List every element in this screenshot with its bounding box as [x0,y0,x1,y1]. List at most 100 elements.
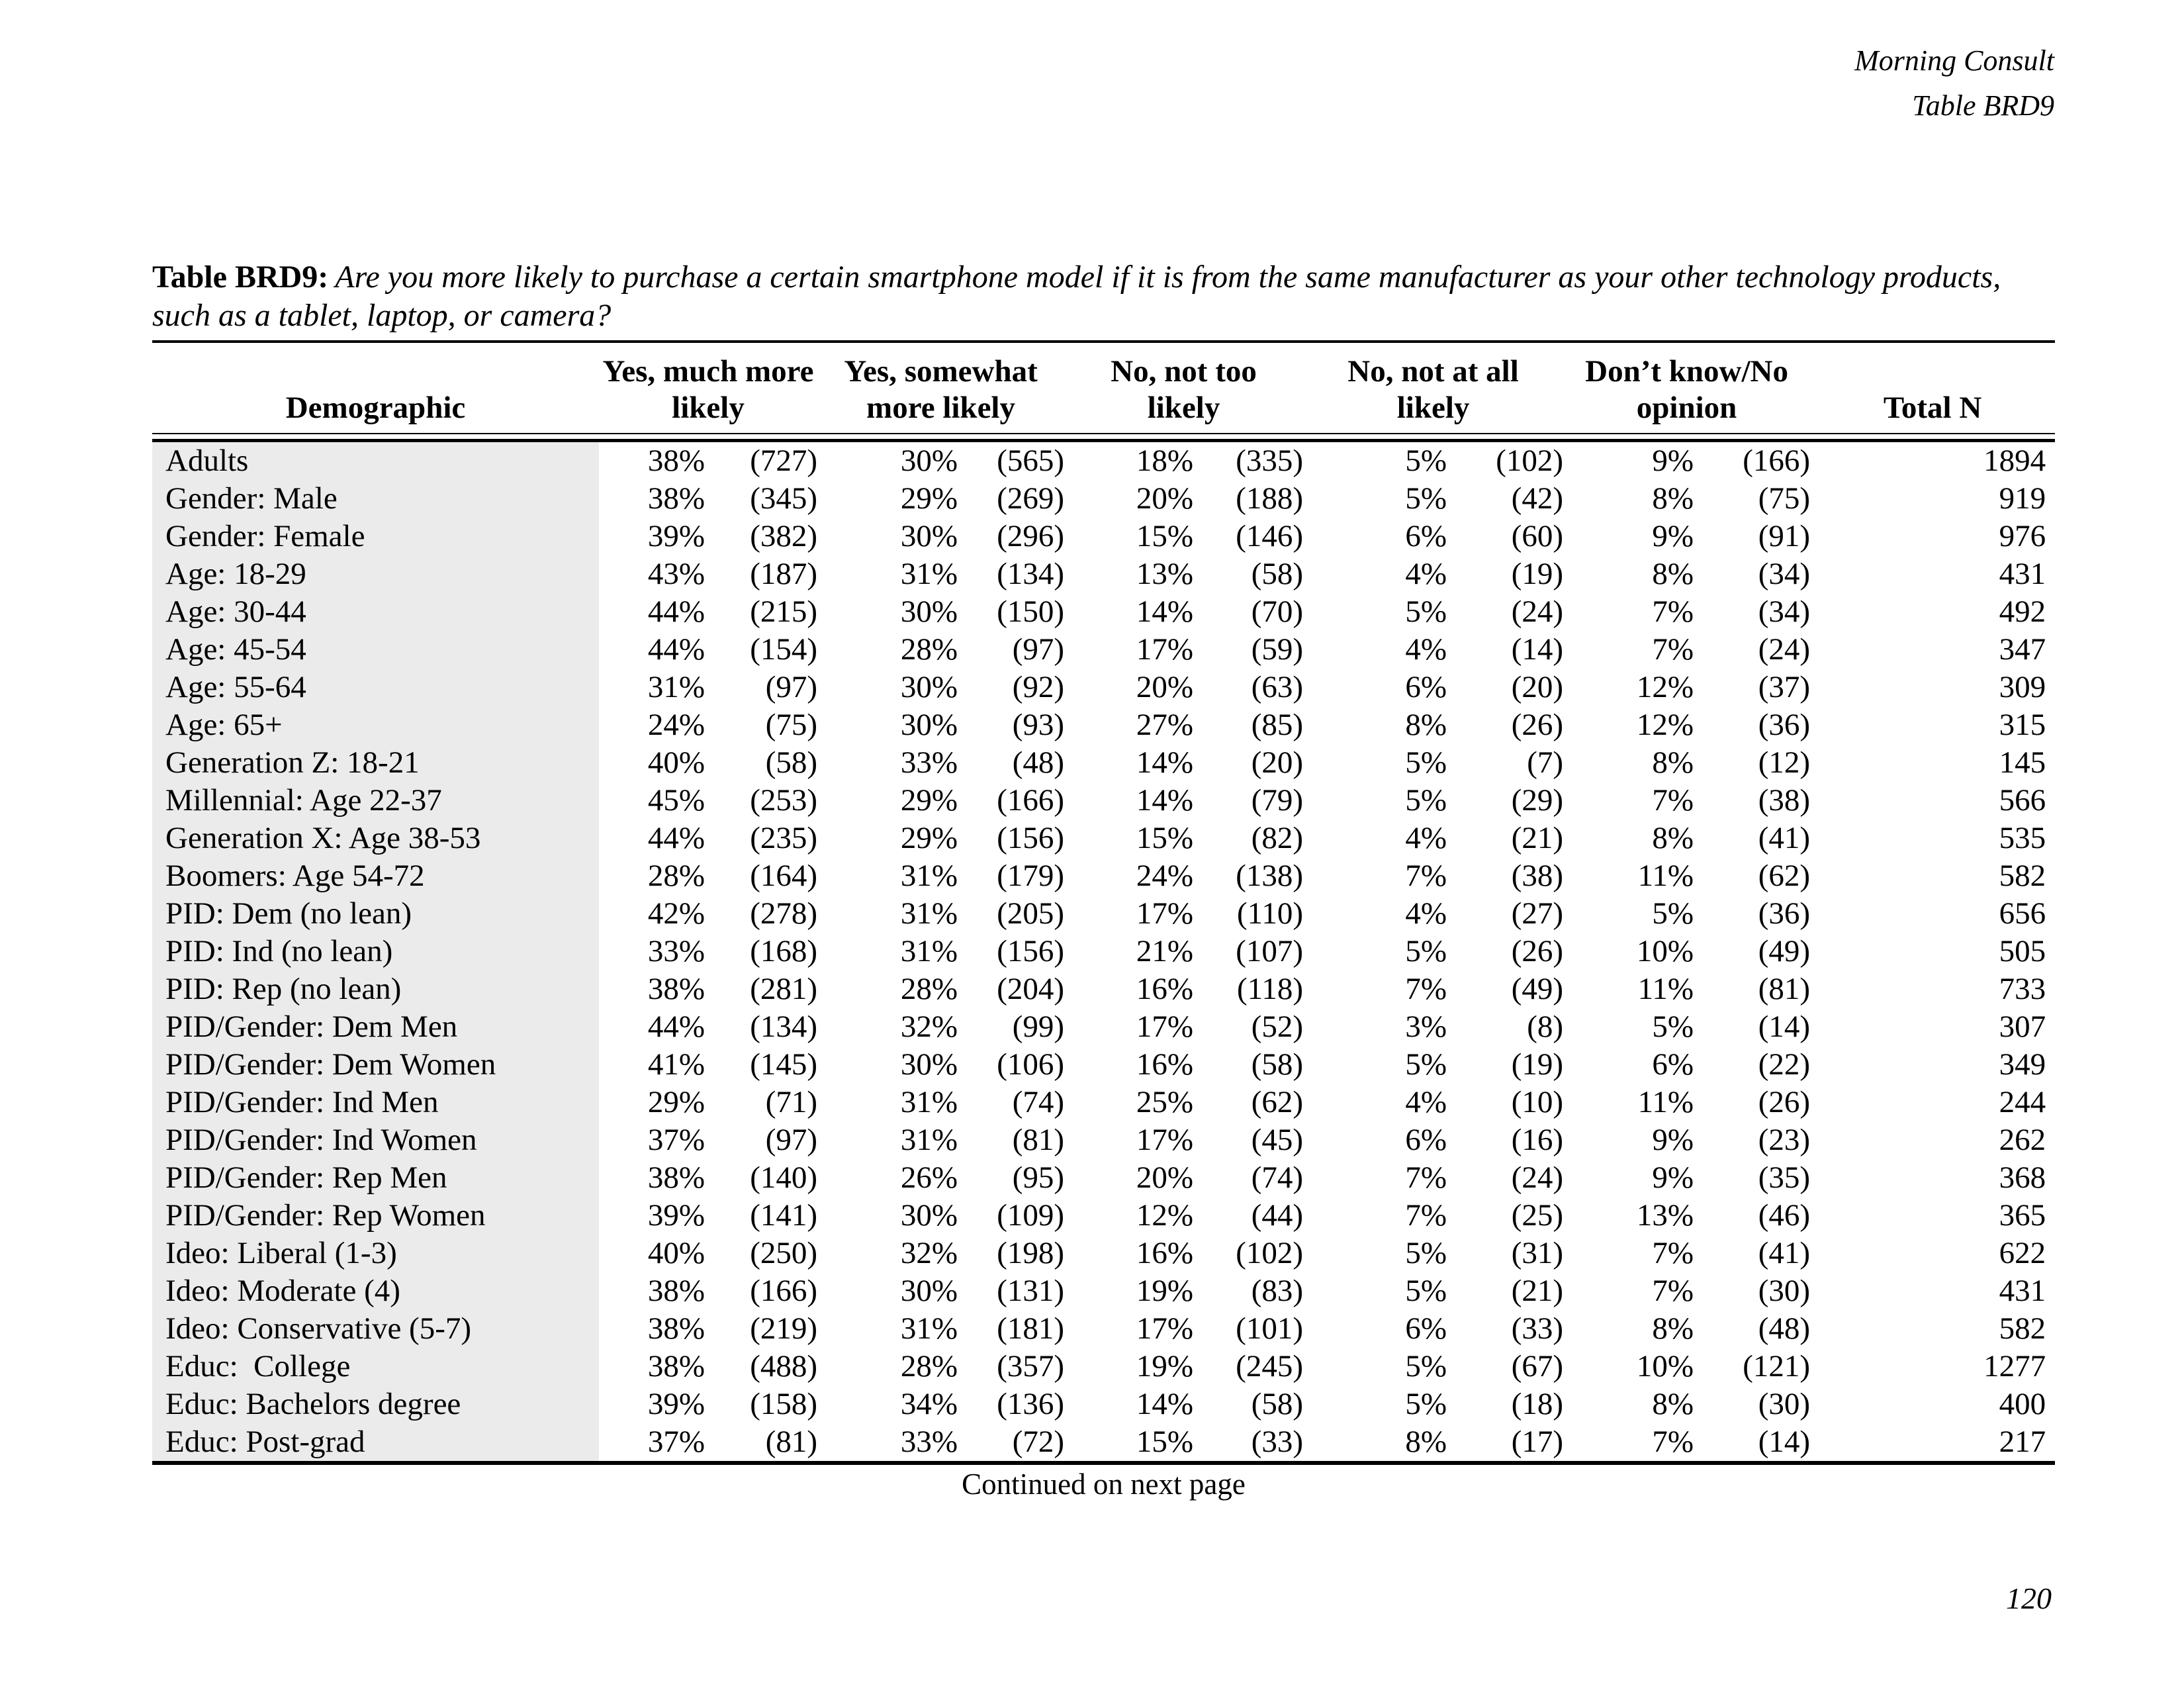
count-cell: (235) [750,821,818,855]
percent-cell: 5% [1652,896,1694,931]
count-cell: (20) [1251,745,1304,780]
percent-cell: 15% [1064,1423,1194,1465]
count-cell: (138) [1236,859,1304,893]
demographic-cell: PID/Gender: Ind Women [152,1121,599,1159]
percent-cell: 14% [1136,745,1194,780]
table-row: Educ: Post-grad 37% (81) 33% (72) 15% (33) 8% (1… [152,1423,2056,1465]
count-cell: (93) [1012,708,1065,742]
count-cell: (48) [1758,1311,1811,1346]
percent-cell: 9% [1652,519,1694,553]
percent-cell: 31% [900,859,958,893]
count-cell: (58) [1251,1047,1304,1082]
count-cell: (245) [1236,1349,1304,1383]
count-cell: (106) [997,1047,1065,1082]
percent-cell: 5% [1405,444,1447,478]
percent-cell: 5% [1652,1009,1694,1044]
percent-cell: 20% [1136,1160,1194,1195]
total-n-cell: 1894 [1983,444,2046,478]
percent-cell: 33% [900,745,958,780]
count-cell: (35) [1758,1160,1811,1195]
percent-cell: 15% [1136,519,1194,553]
percent-cell: 30% [900,1198,958,1233]
demographic-cell: Generation Z: 18-21 [152,744,599,782]
table-row: Generation Z: 18-21 40% (58) 33% (48) 14% (20)… [152,744,2055,782]
percent-cell: 31% [900,1123,958,1157]
count-cell: (382) [750,519,818,553]
count-cell: (134) [750,1009,818,1044]
count-cell: (17) [1447,1423,1564,1465]
demographic-cell: Age: 18-29 [152,555,599,593]
percent-cell: 5% [1405,594,1447,629]
count-cell: (335) [1236,444,1304,478]
demographic-cell: PID/Gender: Dem Men [152,1008,599,1046]
percent-cell: 33% [817,1423,958,1465]
demographic-cell: Educ: Post-grad [152,1423,599,1465]
percent-cell: 5% [1405,934,1447,968]
percent-cell: 4% [1405,896,1447,931]
percent-cell: 7% [1652,1274,1694,1308]
count-cell: (24) [1511,1160,1564,1195]
table-row: PID/Gender: Rep Women 39% (141) 30% (109) 12%… [152,1197,2055,1235]
total-n-cell: 656 [1999,896,2046,931]
percent-cell: 17% [1136,896,1194,931]
count-cell: (179) [997,859,1065,893]
percent-cell: 4% [1405,821,1447,855]
table-row: Age: 65+ 24% (75) 30% (93) 27% (85) 8% (26) 12% (3… [152,706,2055,744]
continued-note: Continued on next page [962,1468,1246,1501]
percent-cell: 14% [1136,783,1194,818]
percent-cell: 12% [1136,1198,1194,1233]
total-n-cell: 431 [1999,1274,2046,1308]
percent-cell: 24% [647,708,705,742]
percent-cell: 45% [647,783,705,818]
demographic-cell: PID/Gender: Ind Men [152,1084,599,1121]
demographic-cell: PID: Dem (no lean) [152,895,599,933]
total-n-cell: 919 [1999,481,2046,516]
demographic-cell: Boomers: Age 54-72 [152,857,599,895]
percent-cell: 20% [1136,481,1194,516]
percent-cell: 30% [900,708,958,742]
table-row: Ideo: Conservative (5-7) 38% (219) 31% (181)… [152,1310,2055,1348]
count-cell: (146) [1236,519,1304,553]
count-cell: (19) [1511,557,1564,591]
percent-cell: 6% [1405,670,1447,704]
percent-cell: 13% [1636,1198,1694,1233]
percent-cell: 38% [647,1349,705,1383]
header-no-not-at-all-likely: No, not at all likely [1303,342,1564,434]
percent-cell: 7% [1405,972,1447,1006]
count-cell: (85) [1251,708,1304,742]
header-total-n: Total N [1810,342,2056,434]
demographic-cell: PID: Rep (no lean) [152,970,599,1008]
count-cell: (58) [765,745,818,780]
percent-cell: 29% [900,821,958,855]
count-cell: (82) [1251,821,1304,855]
demographic-cell: PID/Gender: Dem Women [152,1046,599,1084]
count-cell: (92) [1012,670,1065,704]
table-row: Generation X: Age 38-53 44% (235) 29% (156) 1… [152,820,2055,857]
page-number: 120 [2006,1581,2052,1615]
demographic-cell: Millennial: Age 22-37 [152,782,599,820]
count-cell: (121) [1743,1349,1811,1383]
table-row: Age: 55-64 31% (97) 30% (92) 20% (63) 6% (20) 12%… [152,669,2055,706]
percent-cell: 5% [1405,783,1447,818]
table-body: Adults 38% (727) 30% (565) 18% (335) 5% (102) 9% (… [152,440,2056,1465]
count-cell: (25) [1511,1198,1564,1233]
percent-cell: 6% [1405,1311,1447,1346]
percent-cell: 28% [647,859,705,893]
count-cell: (141) [750,1198,818,1233]
percent-cell: 28% [900,1349,958,1383]
count-cell: (26) [1511,708,1564,742]
header-no-not-too-likely: No, not too likely [1064,342,1304,434]
percent-cell: 38% [647,481,705,516]
percent-cell: 40% [647,745,705,780]
table-title: Table BRD9: Are you more likely to purcha… [152,258,2058,335]
percent-cell: 16% [1136,1236,1194,1270]
percent-cell: 11% [1637,859,1694,893]
percent-cell: 18% [1136,444,1194,478]
percent-cell: 7% [1563,1423,1694,1465]
count-cell: (99) [1012,1009,1065,1044]
percent-cell: 8% [1652,1311,1694,1346]
count-cell: (204) [997,972,1065,1006]
demographic-cell: PID/Gender: Rep Men [152,1159,599,1197]
percent-cell: 39% [647,1387,705,1421]
percent-cell: 14% [1136,594,1194,629]
